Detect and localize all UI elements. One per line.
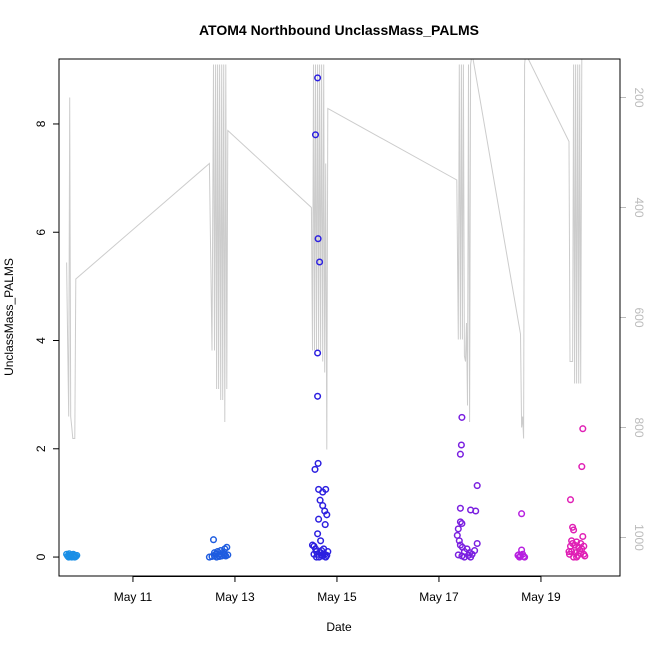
data-point <box>473 482 481 490</box>
y2-tick-label: 400 <box>632 197 646 217</box>
data-point <box>317 537 325 545</box>
y-tick-label: 2 <box>34 445 48 452</box>
data-point <box>454 551 462 559</box>
data-point <box>521 553 529 561</box>
data-point <box>210 549 219 557</box>
y2-tick-label: 800 <box>632 417 646 437</box>
data-point <box>580 542 588 550</box>
data-point <box>457 441 465 449</box>
data-point <box>321 521 329 529</box>
data-point <box>565 548 573 556</box>
plot-box <box>58 58 621 577</box>
data-point <box>566 496 575 504</box>
data-point <box>570 526 578 534</box>
data-point <box>472 507 480 515</box>
series-1 <box>63 550 81 561</box>
data-point <box>314 349 322 357</box>
y-tick-label: 8 <box>34 120 48 127</box>
y-tick-label: 0 <box>34 553 48 560</box>
data-point <box>579 532 587 541</box>
pressure-line <box>66 59 583 450</box>
y-tick-label: 6 <box>34 229 48 236</box>
data-point <box>455 537 463 545</box>
data-point <box>324 548 332 556</box>
data-points-layer <box>63 74 589 561</box>
y2-tick-label: 200 <box>632 87 646 107</box>
data-point <box>458 413 466 421</box>
y-tick-label: 4 <box>34 337 48 344</box>
y2-tick-label: 1000 <box>632 524 646 551</box>
data-point <box>318 551 326 559</box>
x-tick-label: May 11 <box>114 590 153 604</box>
data-point <box>316 258 324 266</box>
x-tick-label: May 19 <box>521 590 561 604</box>
data-point <box>456 450 464 458</box>
data-point <box>314 235 322 243</box>
data-point <box>314 74 322 82</box>
data-point <box>221 551 229 559</box>
data-point <box>314 392 322 400</box>
series-5 <box>514 510 529 561</box>
data-point <box>458 519 466 528</box>
data-point <box>576 547 584 555</box>
data-point <box>471 547 479 555</box>
chart-title: ATOM4 Northbound UnclassMass_PALMS <box>199 22 479 38</box>
data-point <box>578 463 586 471</box>
data-point <box>314 459 322 467</box>
data-point <box>323 511 331 519</box>
data-point <box>311 131 320 139</box>
axes-layer: May 11 May 13 May 15 May 17 May 19 0 2 4 6 8 200 40… <box>34 87 646 604</box>
data-point <box>579 425 587 433</box>
series-3 <box>308 74 332 561</box>
series-4 <box>453 413 481 561</box>
x-axis-label: Date <box>326 620 352 634</box>
data-point <box>223 543 231 551</box>
data-point <box>209 536 218 544</box>
data-point <box>316 496 324 504</box>
data-point <box>456 504 464 512</box>
y-axis-label: UnclassMass_PALMS <box>2 258 16 376</box>
x-tick-label: May 15 <box>317 590 357 604</box>
y2-tick-label: 600 <box>632 307 646 327</box>
data-point <box>518 510 526 518</box>
data-point <box>577 550 585 558</box>
data-point <box>65 550 73 558</box>
data-point <box>322 485 330 493</box>
data-point <box>311 465 319 473</box>
x-tick-label: May 17 <box>419 590 459 604</box>
data-point <box>456 518 464 526</box>
data-point <box>473 539 481 548</box>
data-point <box>69 550 77 558</box>
series-6 <box>565 425 589 561</box>
data-point <box>454 525 462 533</box>
data-point <box>315 515 323 523</box>
pressure-line-layer <box>66 59 583 450</box>
data-point <box>314 530 322 538</box>
data-point <box>467 553 475 561</box>
data-point <box>514 551 523 559</box>
series-2 <box>205 536 232 561</box>
data-point <box>224 551 232 559</box>
x-tick-label: May 13 <box>215 590 255 604</box>
data-point <box>73 551 81 559</box>
